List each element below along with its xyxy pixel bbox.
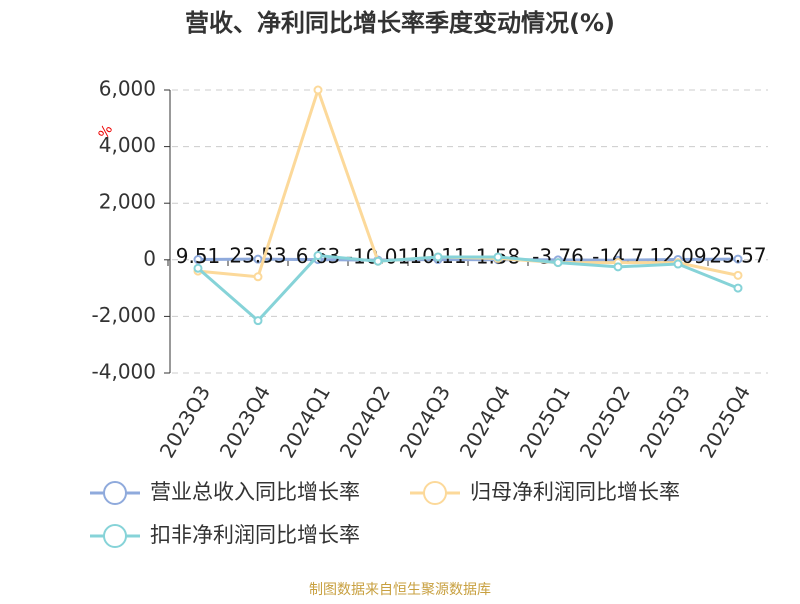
source: 制图数据来自恒生聚源数据库: [309, 582, 491, 598]
point: [433, 252, 443, 262]
legend-marker: [103, 481, 127, 505]
point: [733, 270, 743, 280]
data-label: 23.53: [229, 244, 286, 268]
point: [553, 258, 563, 268]
y-tick-label: 6,000: [99, 77, 156, 101]
point: [373, 256, 383, 266]
point: [733, 283, 743, 293]
chart-title: 营收、净利同比增长率季度变动情况(%): [185, 9, 615, 37]
point: [253, 316, 263, 326]
point: [253, 254, 263, 264]
legend-label: 营业总收入同比增长率: [150, 480, 360, 504]
x-tick-label: 2025Q4: [695, 381, 755, 462]
legend-marker: [423, 481, 447, 505]
y-tick-label: 2,000: [99, 190, 156, 214]
x-tick-label: 2025Q3: [635, 381, 695, 462]
series-line: [197, 257, 739, 262]
x-tick-label: 2025Q2: [575, 381, 635, 462]
point: [313, 85, 323, 95]
legend-label: 扣非净利润同比增长率: [150, 523, 360, 547]
y-tick-label: 4,000: [99, 133, 156, 157]
x-tick-label: 2024Q4: [455, 381, 515, 462]
x-tick-label: 2023Q3: [155, 381, 215, 462]
data-label: 25.57: [709, 244, 766, 268]
series-line: [197, 253, 739, 323]
y-tick-label: -4,000: [92, 360, 156, 384]
x-tick-label: 2024Q2: [335, 381, 395, 462]
point: [613, 262, 623, 272]
point: [313, 251, 323, 261]
point: [193, 255, 203, 265]
x-tick-label: 2023Q4: [215, 381, 275, 462]
x-tick-label: 2025Q1: [515, 381, 575, 462]
legend-label: 归母净利润同比增长率: [470, 480, 680, 504]
y-tick-label: 0: [143, 246, 156, 270]
point: [733, 254, 743, 264]
point: [493, 252, 503, 262]
y-tick-label: -2,000: [92, 303, 156, 327]
legend-marker: [103, 524, 127, 548]
x-tick-label: 2024Q1: [275, 381, 335, 462]
point: [193, 263, 203, 273]
point: [673, 259, 683, 269]
x-tick-label: 2024Q3: [395, 381, 455, 462]
point: [253, 272, 263, 282]
